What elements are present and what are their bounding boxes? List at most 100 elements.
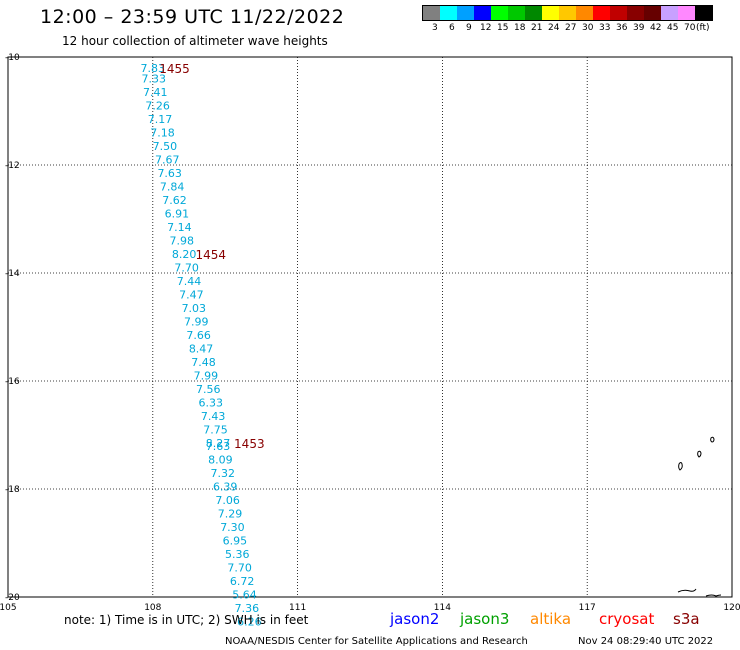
legend-swatch xyxy=(593,6,610,20)
legend-swatch xyxy=(457,6,474,20)
satellite-legend-cryosat: cryosat xyxy=(599,610,655,628)
footer-note: note: 1) Time is in UTC; 2) SWH is in fe… xyxy=(64,613,309,627)
wave-height-label: 7.43 xyxy=(201,410,226,423)
island-shape xyxy=(678,462,683,471)
legend-swatch xyxy=(508,6,525,20)
legend-swatch xyxy=(610,6,627,20)
satellite-legend-jason3: jason3 xyxy=(460,610,510,628)
lon-tick-label: 114 xyxy=(434,603,451,613)
satellite-legend-jason2: jason2 xyxy=(390,610,440,628)
legend-label: 36 xyxy=(616,23,628,33)
wave-height-label: 7.26 xyxy=(145,100,170,113)
satellite-legend-s3a: s3a xyxy=(673,610,700,628)
legend-swatch xyxy=(559,6,576,20)
legend-label: 3 xyxy=(432,23,438,33)
legend-labels: 3 6 9 12 15 18 21 24 27 30 33 36 39 42 45 70 (ft) xyxy=(422,21,713,33)
wave-height-label: 8.27 xyxy=(206,437,231,450)
page-subtitle: 12 hour collection of altimeter wave hei… xyxy=(62,34,328,48)
legend-label: 12 xyxy=(480,23,492,33)
lon-tick-label: 120 xyxy=(723,603,740,613)
legend-label: 21 xyxy=(531,23,543,33)
wave-height-label: 7.70 xyxy=(227,561,252,574)
legend-label: 70 xyxy=(684,23,696,33)
wave-height-label: 7.66 xyxy=(186,329,211,342)
wave-height-label: 7.63 xyxy=(157,167,182,180)
wave-height-label: 7.50 xyxy=(153,140,178,153)
wave-height-label: 7.03 xyxy=(182,302,207,315)
wave-height-label: 7.48 xyxy=(191,356,216,369)
legend-label: 27 xyxy=(565,23,577,33)
wave-height-label: 7.14 xyxy=(167,221,192,234)
legend-label: 45 xyxy=(667,23,679,33)
wave-height-label: 6.95 xyxy=(223,534,248,547)
lat-tick-label: -20 xyxy=(5,593,20,603)
wave-height-label: 7.30 xyxy=(220,521,245,534)
wave-height-label: 6.39 xyxy=(213,480,238,493)
wave-height-label: 7.98 xyxy=(170,235,195,248)
satellite-legend-altika: altika xyxy=(530,610,572,628)
wave-height-label: 7.67 xyxy=(155,154,180,167)
wave-height-label: 8.09 xyxy=(208,453,233,466)
legend-swatch xyxy=(576,6,593,20)
legend-swatch xyxy=(474,6,491,20)
legend-swatches xyxy=(422,5,713,21)
legend-label: 6 xyxy=(449,23,455,33)
wave-height-label: 8.47 xyxy=(189,343,214,356)
pass-time-label: 1455 xyxy=(159,62,190,76)
wave-height-label: 8.20 xyxy=(172,248,197,261)
wave-height-label: 7.62 xyxy=(162,194,187,207)
wave-height-label: 6.72 xyxy=(230,575,255,588)
legend-label: 15 xyxy=(497,23,509,33)
pass-time-label: 1453 xyxy=(234,437,265,451)
wave-height-label: 7.70 xyxy=(174,262,199,275)
wave-height-label: 7.36 xyxy=(235,602,260,615)
lon-tick-label: 105 xyxy=(0,603,17,613)
wave-height-label: 6.91 xyxy=(165,208,190,221)
wave-height-label: 7.99 xyxy=(194,370,219,383)
legend-swatch xyxy=(542,6,559,20)
wave-height-label: 7.63 xyxy=(206,440,231,453)
wave-height-label: 5.36 xyxy=(225,548,250,561)
wave-height-label: 7.47 xyxy=(179,289,204,302)
wave-height-label: 7.41 xyxy=(143,86,168,99)
lon-tick-label: 117 xyxy=(579,603,596,613)
legend-label: 18 xyxy=(514,23,526,33)
lat-tick-label: -10 xyxy=(5,53,20,63)
legend-label: 9 xyxy=(466,23,472,33)
island-shape xyxy=(697,450,702,458)
wave-height-label: 5.64 xyxy=(232,588,257,601)
wave-height-label: 7.18 xyxy=(150,127,175,140)
wave-height-label: 7.75 xyxy=(203,424,228,437)
wave-height-label: 7.29 xyxy=(218,507,243,520)
wave-height-label: 7.33 xyxy=(142,73,167,86)
lon-tick-label: 108 xyxy=(144,603,161,613)
pass-time-label: 1454 xyxy=(195,248,226,262)
footer-credit: NOAA/NESDIS Center for Satellite Applica… xyxy=(225,636,528,647)
coastline-shape xyxy=(677,588,722,597)
wave-height-label: 7.84 xyxy=(160,181,185,194)
wave-height-label: 7.17 xyxy=(148,113,173,126)
color-legend: 3 6 9 12 15 18 21 24 27 30 33 36 39 42 45 70 (ft) xyxy=(422,5,713,33)
map-frame xyxy=(7,56,733,598)
legend-swatch xyxy=(525,6,542,20)
wave-height-label: 7.83 xyxy=(141,62,166,75)
wave-height-label: 7.32 xyxy=(211,467,236,480)
wave-height-label: 6.33 xyxy=(198,397,223,410)
wave-height-label: 6.26 xyxy=(237,615,262,628)
legend-label: 39 xyxy=(633,23,645,33)
lat-tick-label: -16 xyxy=(5,377,20,387)
wave-height-label: 7.06 xyxy=(215,494,240,507)
legend-swatch xyxy=(491,6,508,20)
wave-height-label: 7.44 xyxy=(177,275,202,288)
legend-label: 42 xyxy=(650,23,662,33)
legend-swatch xyxy=(661,6,678,20)
lat-tick-label: -18 xyxy=(5,485,20,495)
wave-height-label: 7.56 xyxy=(196,383,221,396)
legend-swatch xyxy=(695,6,712,20)
page-title: 12:00 – 23:59 UTC 11/22/2022 xyxy=(40,6,345,28)
footer-timestamp: Nov 24 08:29:40 UTC 2022 xyxy=(578,636,714,647)
lat-tick-label: -14 xyxy=(5,269,20,279)
legend-label: 24 xyxy=(548,23,560,33)
legend-swatch xyxy=(423,6,440,20)
